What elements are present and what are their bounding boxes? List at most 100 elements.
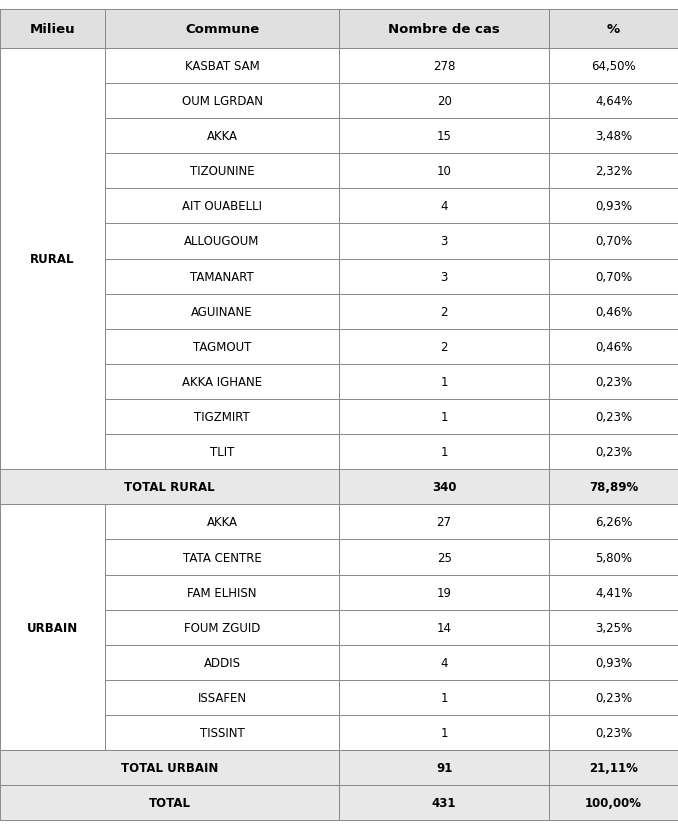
Text: 278: 278 xyxy=(433,60,456,73)
Bar xyxy=(549,435,678,470)
Text: 1: 1 xyxy=(440,446,448,459)
Text: 14: 14 xyxy=(437,621,452,634)
Bar xyxy=(105,715,339,750)
Text: %: % xyxy=(607,23,620,36)
Bar xyxy=(339,189,549,224)
Text: FOUM ZGUID: FOUM ZGUID xyxy=(184,621,260,634)
Bar xyxy=(0,786,339,820)
Bar xyxy=(105,365,339,399)
Bar xyxy=(339,750,549,786)
Bar xyxy=(339,715,549,750)
Bar xyxy=(549,365,678,399)
Text: 10: 10 xyxy=(437,165,452,178)
Text: RURAL: RURAL xyxy=(31,253,75,265)
Bar xyxy=(105,294,339,329)
Bar xyxy=(549,540,678,575)
Text: 21,11%: 21,11% xyxy=(589,762,638,774)
Bar xyxy=(339,294,549,329)
Bar xyxy=(339,470,549,504)
Bar xyxy=(105,329,339,365)
Text: 4: 4 xyxy=(440,656,448,669)
Bar xyxy=(549,750,678,786)
Text: 0,23%: 0,23% xyxy=(595,375,632,389)
Bar xyxy=(0,10,105,49)
Bar xyxy=(339,119,549,154)
Bar xyxy=(339,645,549,680)
Text: 431: 431 xyxy=(432,796,456,810)
Text: 0,23%: 0,23% xyxy=(595,691,632,704)
Text: 3,48%: 3,48% xyxy=(595,130,632,143)
Text: 2,32%: 2,32% xyxy=(595,165,632,178)
Text: 3: 3 xyxy=(441,235,447,248)
Text: 4,64%: 4,64% xyxy=(595,95,633,108)
Bar xyxy=(549,84,678,119)
Text: AGUINANE: AGUINANE xyxy=(191,305,253,318)
Text: 25: 25 xyxy=(437,551,452,564)
Bar xyxy=(339,435,549,470)
Text: 64,50%: 64,50% xyxy=(591,60,636,73)
Bar xyxy=(105,610,339,645)
Bar xyxy=(339,10,549,49)
Bar xyxy=(339,259,549,294)
Text: 100,00%: 100,00% xyxy=(585,796,642,810)
Bar xyxy=(105,119,339,154)
Text: 0,93%: 0,93% xyxy=(595,656,632,669)
Text: 2: 2 xyxy=(440,341,448,353)
Text: 6,26%: 6,26% xyxy=(595,516,633,528)
Text: TOTAL RURAL: TOTAL RURAL xyxy=(124,480,215,494)
Text: TOTAL: TOTAL xyxy=(148,796,191,810)
Text: 19: 19 xyxy=(437,586,452,599)
Bar xyxy=(549,294,678,329)
Bar xyxy=(339,154,549,189)
Bar xyxy=(339,224,549,259)
Bar xyxy=(549,189,678,224)
Bar xyxy=(105,189,339,224)
Bar xyxy=(339,786,549,820)
Text: 4,41%: 4,41% xyxy=(595,586,633,599)
Bar xyxy=(339,365,549,399)
Text: 0,23%: 0,23% xyxy=(595,446,632,459)
Bar xyxy=(339,680,549,715)
Bar xyxy=(339,84,549,119)
Bar xyxy=(105,10,339,49)
Text: AKKA: AKKA xyxy=(207,516,237,528)
Text: Milieu: Milieu xyxy=(30,23,75,36)
Text: 20: 20 xyxy=(437,95,452,108)
Text: OUM LGRDAN: OUM LGRDAN xyxy=(182,95,262,108)
Bar xyxy=(339,399,549,435)
Bar xyxy=(0,49,105,470)
Text: 0,70%: 0,70% xyxy=(595,235,632,248)
Bar xyxy=(105,399,339,435)
Bar xyxy=(549,259,678,294)
Text: 2: 2 xyxy=(440,305,448,318)
Bar xyxy=(549,680,678,715)
Bar xyxy=(339,610,549,645)
Text: 15: 15 xyxy=(437,130,452,143)
Text: KASBAT SAM: KASBAT SAM xyxy=(184,60,260,73)
Text: TIGZMIRT: TIGZMIRT xyxy=(194,410,250,423)
Text: 5,80%: 5,80% xyxy=(595,551,632,564)
Bar xyxy=(549,10,678,49)
Bar xyxy=(339,540,549,575)
Text: 1: 1 xyxy=(440,691,448,704)
Bar xyxy=(339,329,549,365)
Bar xyxy=(549,470,678,504)
Text: TIZOUNINE: TIZOUNINE xyxy=(190,165,254,178)
Text: 3,25%: 3,25% xyxy=(595,621,632,634)
Bar xyxy=(105,84,339,119)
Bar xyxy=(105,575,339,610)
Text: AIT OUABELLI: AIT OUABELLI xyxy=(182,200,262,213)
Text: ISSAFEN: ISSAFEN xyxy=(197,691,247,704)
Text: 0,70%: 0,70% xyxy=(595,270,632,284)
Bar xyxy=(549,715,678,750)
Text: AKKA IGHANE: AKKA IGHANE xyxy=(182,375,262,389)
Bar xyxy=(549,504,678,540)
Bar xyxy=(339,575,549,610)
Bar xyxy=(105,540,339,575)
Text: 4: 4 xyxy=(440,200,448,213)
Bar xyxy=(549,49,678,84)
Bar xyxy=(105,259,339,294)
Text: TLIT: TLIT xyxy=(210,446,234,459)
Bar xyxy=(105,504,339,540)
Text: 1: 1 xyxy=(440,410,448,423)
